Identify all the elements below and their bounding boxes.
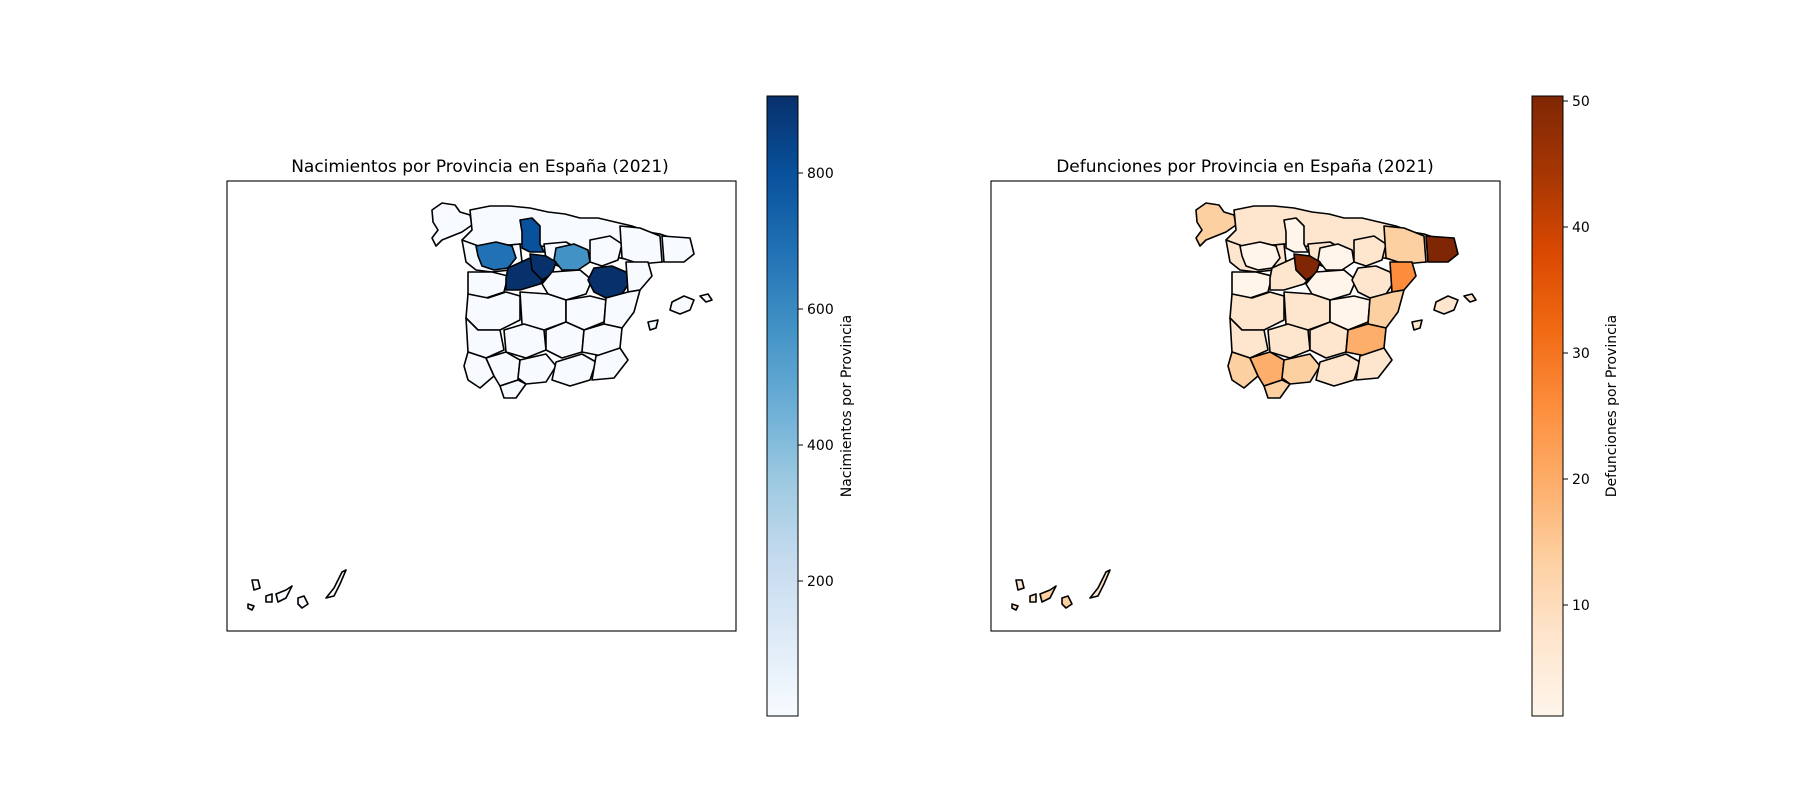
deaths-map-title: Defunciones por Provincia en España (202… xyxy=(1056,157,1434,177)
province-shape xyxy=(661,235,695,263)
deaths-colorbar-label: Defunciones por Provincia xyxy=(1604,315,1620,498)
province-shape xyxy=(1383,225,1427,265)
births-colorbar-label: Nacimientos por Provincia xyxy=(839,315,855,498)
province-shape xyxy=(1263,379,1291,399)
province-shape xyxy=(503,323,547,359)
province-shape xyxy=(591,347,629,381)
province-shape xyxy=(1433,295,1459,315)
province-shape xyxy=(1011,603,1019,611)
province-shape xyxy=(1411,319,1423,331)
province-shape xyxy=(625,261,653,293)
province-shape xyxy=(1089,569,1111,599)
province-shape xyxy=(297,595,309,609)
province-shape xyxy=(275,585,293,603)
colorbar-tick-label: 800 xyxy=(807,166,834,182)
births-map-frame xyxy=(226,180,737,632)
province-shape xyxy=(325,569,347,599)
province-shape xyxy=(1425,235,1459,263)
province-shape xyxy=(517,353,557,385)
province-shape xyxy=(1463,293,1477,303)
province-shape xyxy=(247,603,255,611)
colorbar-tick-label: 600 xyxy=(807,302,834,318)
province-shape xyxy=(1305,269,1357,301)
province-shape xyxy=(545,321,585,359)
deaths-colorbar-gradient xyxy=(1531,95,1564,717)
province-shape xyxy=(1353,235,1387,267)
province-shape xyxy=(499,379,527,399)
province-shape xyxy=(1061,595,1073,609)
colorbar-tick-label: 200 xyxy=(807,574,834,590)
province-shape xyxy=(699,293,713,303)
province-shape xyxy=(1281,353,1321,385)
births-map-panel: Nacimientos por Provincia en España (202… xyxy=(226,157,737,632)
births-colorbar: 200 400 600 800 Nacimientos por Provinci… xyxy=(766,95,855,717)
province-shape xyxy=(519,217,545,253)
province-shape xyxy=(1283,217,1309,253)
province-shape xyxy=(265,593,273,603)
deaths-map-panel: Defunciones por Provincia en España (202… xyxy=(990,157,1501,632)
province-shape xyxy=(1267,323,1311,359)
province-shape xyxy=(465,291,521,331)
province-shape xyxy=(1239,241,1281,271)
colorbar-tick-label: 10 xyxy=(1572,598,1590,614)
province-shape xyxy=(475,241,517,271)
births-colorbar-gradient xyxy=(766,95,799,717)
province-shape xyxy=(647,319,659,331)
deaths-map-provinces xyxy=(1011,202,1477,611)
colorbar-tick-label: 400 xyxy=(807,438,834,454)
province-shape xyxy=(669,295,695,315)
colorbar-tick-label: 40 xyxy=(1572,220,1590,236)
province-shape xyxy=(1389,261,1417,293)
province-shape xyxy=(1309,321,1349,359)
province-shape xyxy=(551,353,597,387)
province-shape xyxy=(553,243,591,271)
province-shape xyxy=(1029,593,1037,603)
colorbar-tick-label: 20 xyxy=(1572,472,1590,488)
province-shape xyxy=(1317,243,1355,271)
province-shape xyxy=(541,269,593,301)
colorbar-tick-label: 50 xyxy=(1572,94,1590,110)
deaths-map-frame xyxy=(990,180,1501,632)
province-shape xyxy=(1195,202,1237,247)
province-shape xyxy=(1315,353,1361,387)
province-shape xyxy=(1015,579,1025,591)
province-shape xyxy=(1229,291,1285,331)
province-shape xyxy=(251,579,261,591)
province-shape xyxy=(1039,585,1057,603)
births-map-title: Nacimientos por Provincia en España (202… xyxy=(291,157,669,177)
province-shape xyxy=(1355,347,1393,381)
province-shape xyxy=(619,225,663,265)
deaths-colorbar: 10 20 30 40 50 Defunciones por Provincia xyxy=(1531,94,1620,717)
births-map-provinces xyxy=(247,202,713,611)
colorbar-tick-label: 30 xyxy=(1572,346,1590,362)
province-shape xyxy=(589,235,623,267)
province-shape xyxy=(431,202,473,247)
